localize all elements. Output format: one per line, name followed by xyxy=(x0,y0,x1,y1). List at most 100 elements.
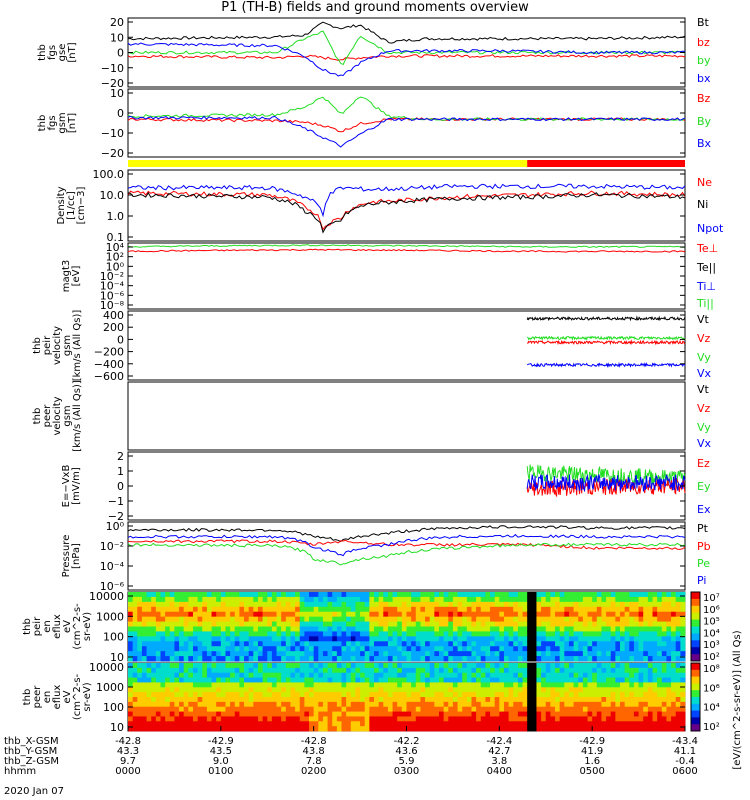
spectrogram-cell xyxy=(322,641,328,647)
spectrogram-cell xyxy=(573,621,579,627)
spectrogram-cell xyxy=(434,701,440,708)
spectrogram-cell xyxy=(448,611,454,618)
spectrogram-cell xyxy=(248,626,254,632)
spectrogram-cell xyxy=(443,621,449,627)
spectrogram-cell xyxy=(420,656,426,662)
spectrogram-cell xyxy=(633,721,639,727)
spectrogram-cell xyxy=(155,601,161,608)
spectrogram-cell xyxy=(220,697,226,703)
spectrogram-cell xyxy=(434,716,440,722)
spectrogram-cell xyxy=(276,646,282,652)
spectrogram-cell xyxy=(443,687,449,693)
spectrogram-cell xyxy=(392,611,398,618)
spectrogram-cell xyxy=(680,726,686,732)
spectrogram-cell xyxy=(355,692,361,698)
spectrogram-cell xyxy=(225,701,231,708)
spectrogram-cell xyxy=(610,641,616,647)
spectrogram-cell xyxy=(513,687,519,693)
spectrogram-cell xyxy=(503,663,510,669)
spectrogram-cell xyxy=(244,656,250,662)
spectrogram-cell xyxy=(601,692,607,698)
spectrogram-cell xyxy=(332,711,338,717)
spectrogram-cell xyxy=(443,677,449,683)
spectrogram-cell xyxy=(652,606,658,613)
spectrogram-cell xyxy=(620,663,626,669)
spectrogram-cell xyxy=(485,646,491,652)
spectrogram-cell xyxy=(369,692,375,698)
spectrogram-cell xyxy=(448,592,454,598)
spectrogram-cell xyxy=(638,701,644,708)
spectrogram-cell xyxy=(267,697,273,703)
spectrogram-cell xyxy=(174,667,180,674)
spectrogram-cell xyxy=(225,687,231,693)
spectrogram-cell xyxy=(346,656,352,662)
spectrogram-cell xyxy=(211,726,217,732)
spectrogram-cell xyxy=(318,716,324,722)
spectrogram-cell xyxy=(285,592,291,598)
spectrogram-cell xyxy=(503,726,510,732)
spectrogram-cell xyxy=(299,667,305,674)
spectrogram-cell xyxy=(564,646,570,652)
y-axis-label: gsm xyxy=(62,405,73,426)
spectrogram-cell xyxy=(327,701,333,708)
spectrogram-cell xyxy=(471,697,477,703)
spectrogram-cell xyxy=(647,711,653,717)
spectrogram-cell xyxy=(527,716,533,722)
spectrogram-cell xyxy=(304,596,310,603)
legend-entry-Vz: Vz xyxy=(697,402,711,415)
spectrogram-cell xyxy=(615,687,621,693)
spectrogram-cell xyxy=(216,716,222,722)
spectrogram-cell xyxy=(573,701,579,708)
spectrogram-cell xyxy=(550,636,556,642)
spectrogram-cell xyxy=(661,631,667,637)
spectrogram-cell xyxy=(429,711,435,717)
spectrogram-cell xyxy=(661,601,667,608)
spectrogram-cell xyxy=(128,667,134,674)
spectrogram-cell xyxy=(387,651,393,657)
y-axis-label: thb xyxy=(37,44,48,61)
spectrogram-cell xyxy=(629,636,635,642)
spectrogram-cell xyxy=(364,672,370,678)
spectrogram-cell xyxy=(364,687,370,693)
spectrogram-cell xyxy=(401,716,407,722)
spectrogram-cell xyxy=(494,606,500,613)
spectrogram-cell xyxy=(160,616,166,622)
spectrogram-cell xyxy=(466,701,472,708)
spectrogram-cell xyxy=(132,672,138,678)
spectrogram-cell xyxy=(508,682,514,688)
spectrogram-cell xyxy=(601,711,607,717)
spectrogram-cell xyxy=(322,611,328,618)
spectrogram-cell xyxy=(476,711,482,717)
spectrogram-cell xyxy=(647,701,653,708)
spectrogram-cell xyxy=(141,601,147,608)
spectrogram-cell xyxy=(155,697,161,703)
spectrogram-cell xyxy=(587,596,593,603)
spectrogram-cell xyxy=(666,592,672,598)
spectrogram-cell xyxy=(322,701,328,708)
spectrogram-cell xyxy=(137,606,143,613)
spectrogram-cell xyxy=(666,663,672,669)
spectrogram-cell xyxy=(290,606,296,613)
spectrogram-cell xyxy=(471,656,477,662)
spectrogram-cell xyxy=(197,616,203,622)
spectrogram-cell xyxy=(360,663,366,669)
spectrogram-cell xyxy=(485,596,491,603)
spectrogram-cell xyxy=(601,667,607,674)
spectrogram-cell xyxy=(244,641,250,647)
spectrogram-cell xyxy=(169,692,175,698)
spectrogram-cell xyxy=(406,646,412,652)
spectrogram-cell xyxy=(671,716,677,722)
spectrogram-cell xyxy=(271,721,277,727)
spectrogram-cell xyxy=(248,726,254,732)
spectrogram-cell xyxy=(657,667,663,674)
spectrogram-cell xyxy=(309,596,315,603)
spectrogram-cell xyxy=(295,626,301,632)
spectrogram-cell xyxy=(378,611,384,618)
spectrogram-cell xyxy=(276,716,282,722)
spectrogram-cell xyxy=(606,692,612,698)
spectrogram-cell xyxy=(624,672,630,678)
spectrogram-cell xyxy=(541,692,547,698)
spectrogram-cell xyxy=(401,601,407,608)
spectrogram-cell xyxy=(364,636,370,642)
spectrogram-cell xyxy=(211,651,217,657)
